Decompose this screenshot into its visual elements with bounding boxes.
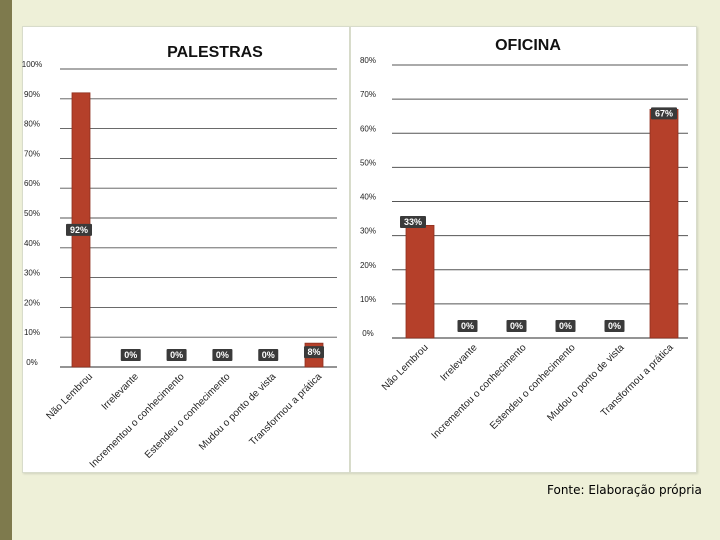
oficina-chart-title: OFICINA <box>495 37 561 54</box>
palestras-y-tick-label: 40% <box>24 239 40 248</box>
palestras-data-label: 0% <box>170 350 183 360</box>
palestras-category-label: Incrementou o conhecimento <box>88 371 187 470</box>
palestras-y-tick-label: 60% <box>24 179 40 188</box>
side-stripe <box>0 0 12 540</box>
oficina-data-label-box <box>555 320 576 332</box>
oficina-category-label: Irrelevante <box>438 342 479 383</box>
palestras-category-label: Não Lembrou <box>44 371 95 422</box>
palestras-y-tick-label: 10% <box>24 328 40 337</box>
palestras-data-label-box <box>120 349 141 361</box>
oficina-y-tick-label: 70% <box>360 90 376 99</box>
palestras-category-label: Mudou o ponto de vista <box>197 371 279 453</box>
oficina-y-tick-label: 0% <box>362 329 374 338</box>
palestras-y-tick-label: 50% <box>24 209 40 218</box>
palestras-y-tick-label: 90% <box>24 90 40 99</box>
palestras-y-tick-label: 30% <box>24 269 40 278</box>
palestras-y-tick-label: 70% <box>24 149 40 158</box>
palestras-data-label: 0% <box>124 350 137 360</box>
palestras-data-label-box <box>66 223 92 236</box>
palestras-data-label-box <box>166 349 187 361</box>
oficina-data-label-box <box>457 320 478 332</box>
oficina-category-label: Não Lembrou <box>380 342 431 393</box>
palestras-data-label-box <box>212 349 233 361</box>
palestras-data-label: 0% <box>216 350 229 360</box>
source-note: Fonte: Elaboração própria <box>547 483 702 497</box>
palestras-chart-title: PALESTRAS <box>167 44 263 61</box>
oficina-data-label: 67% <box>655 108 673 118</box>
oficina-data-label: 0% <box>461 321 474 331</box>
oficina-data-label-box <box>651 107 677 120</box>
oficina-category-label: Incrementou o conhecimento <box>430 342 529 441</box>
palestras-data-label-box <box>258 349 279 361</box>
oficina-y-tick-label: 60% <box>360 124 376 133</box>
palestras-data-label: 92% <box>70 225 88 235</box>
palestras-data-label: 0% <box>262 350 275 360</box>
oficina-data-label-box <box>604 320 625 332</box>
oficina-y-tick-label: 10% <box>360 295 376 304</box>
palestras-data-label-box <box>304 346 324 359</box>
palestras-data-label: 8% <box>307 347 320 357</box>
oficina-data-label-box <box>400 215 426 228</box>
oficina-y-tick-label: 20% <box>360 261 376 270</box>
oficina-data-label: 0% <box>510 321 523 331</box>
oficina-y-tick-label: 30% <box>360 227 376 236</box>
oficina-bar <box>649 108 679 339</box>
oficina-category-label: Estendeu o conhecimento <box>488 342 578 432</box>
palestras-y-tick-label: 80% <box>24 120 40 129</box>
oficina-y-tick-label: 80% <box>360 56 376 65</box>
oficina-y-tick-label: 50% <box>360 158 376 167</box>
palestras-y-tick-label: 20% <box>24 298 40 307</box>
oficina-bar <box>405 224 435 339</box>
palestras-y-tick-label: 100% <box>22 60 42 69</box>
oficina-data-label: 0% <box>608 321 621 331</box>
palestras-category-label: Irrelevante <box>100 371 141 412</box>
oficina-data-label: 33% <box>404 217 422 227</box>
palestras-category-label: Estendeu o conhecimento <box>143 371 233 461</box>
palestras-y-tick-label: 0% <box>26 358 38 367</box>
oficina-y-tick-label: 40% <box>360 193 376 202</box>
oficina-data-label: 0% <box>559 321 572 331</box>
oficina-data-label-box <box>506 320 527 332</box>
